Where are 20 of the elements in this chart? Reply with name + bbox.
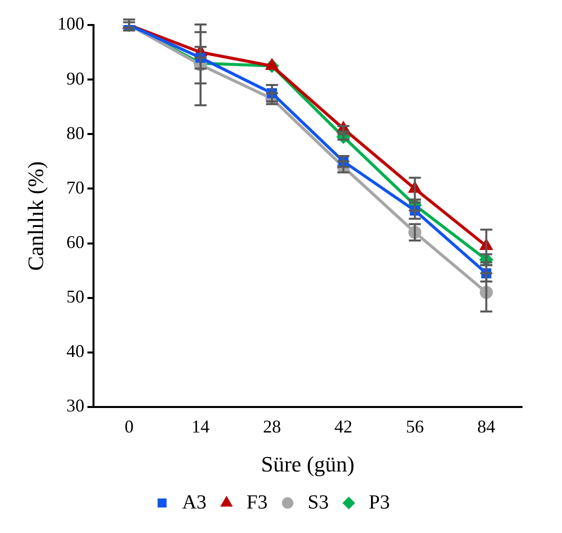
y-tick-label: 90 — [66, 68, 84, 88]
x-tick-label: 28 — [262, 416, 281, 437]
legend-label: S3 — [308, 491, 329, 514]
x-tick-label: 14 — [192, 416, 210, 437]
legend-label: A3 — [182, 491, 207, 514]
y-axis-title: Canlılık (%) — [22, 161, 48, 271]
x-tick-label: 0 — [124, 416, 134, 437]
x-axis-title: Süre (gün) — [260, 452, 354, 477]
y-tick-label: 30 — [66, 396, 84, 416]
y-tick-label: 60 — [66, 232, 84, 252]
x-tick-label: 42 — [334, 416, 352, 437]
y-tick-label: 70 — [66, 177, 84, 198]
y-tick-label: 50 — [66, 286, 84, 307]
y-tick-label: 80 — [66, 122, 84, 143]
x-tick-label: 56 — [406, 416, 424, 437]
legend-label: F3 — [246, 491, 268, 514]
y-tick-label: 40 — [66, 341, 84, 362]
y-tick-label: 100 — [57, 14, 84, 34]
legend-label: P3 — [368, 491, 390, 514]
x-tick-label: 84 — [477, 416, 496, 437]
